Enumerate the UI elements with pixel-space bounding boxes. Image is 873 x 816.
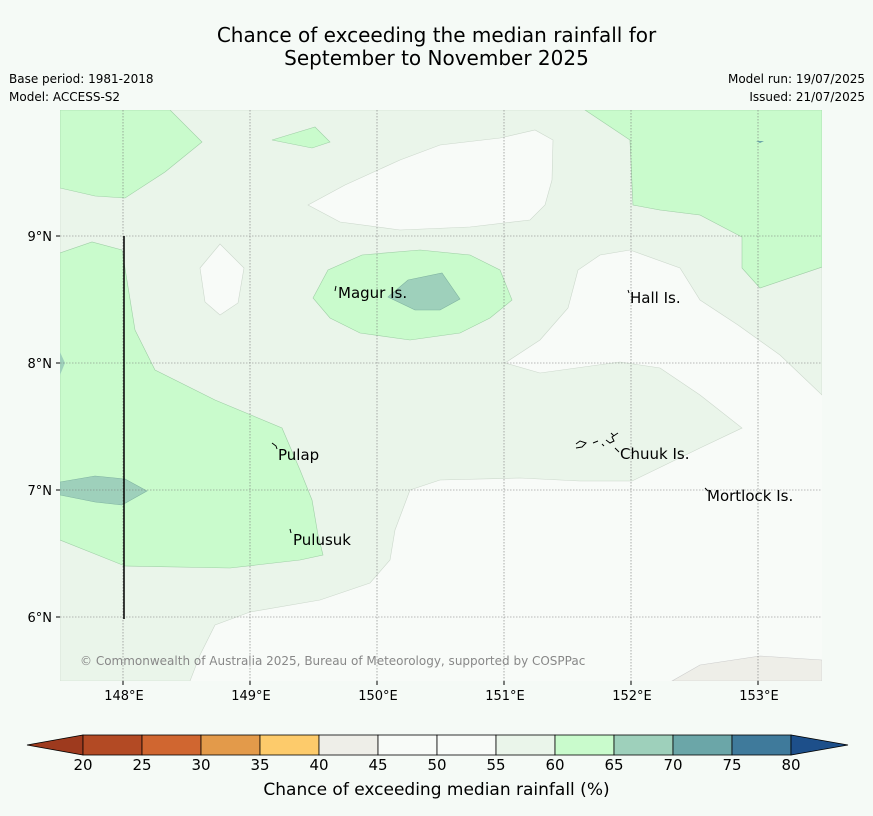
- colorbar-segment: [495, 734, 556, 756]
- region-50-55-north: [307, 129, 554, 231]
- y-tick-label: 7°N: [28, 484, 53, 499]
- hall-island-mark: [627, 289, 630, 294]
- island-markers: [271, 285, 709, 534]
- colorbar-tick-label: 80: [781, 756, 801, 774]
- issued-date: Issued: 21/07/2025: [749, 90, 865, 104]
- colorbar-segment: [554, 734, 615, 756]
- pulap-island-mark: [271, 442, 278, 450]
- label-pulusuk: Pulusuk: [293, 531, 351, 549]
- colorbar-tick-label: 30: [191, 756, 211, 774]
- colorbar-segment: [672, 734, 733, 756]
- region-50-55-small: [199, 243, 245, 316]
- magur-island-mark: [334, 285, 337, 292]
- region-60-65-northwest: [60, 110, 203, 199]
- colorbar-tick-label: 20: [73, 756, 93, 774]
- x-axis: 148°E 149°E 150°E 151°E 152°E 153°E: [104, 681, 779, 704]
- model-name: Model: ACCESS-S2: [9, 90, 121, 104]
- colorbar-segment: [200, 734, 261, 756]
- label-magur: Magur Is.: [338, 284, 407, 302]
- label-hall: Hall Is.: [630, 289, 681, 307]
- colorbar-tick-label: 60: [545, 756, 565, 774]
- metadata-right: Model run: 19/07/2025 Issued: 21/07/2025: [728, 70, 865, 106]
- colorbar-segment: [82, 734, 143, 756]
- y-tick-label: 6°N: [28, 611, 53, 626]
- colorbar-segment: [613, 734, 674, 756]
- colorbar-tick-label: 50: [427, 756, 447, 774]
- region-65-70-magur: [387, 272, 461, 311]
- copyright-notice: © Commonwealth of Australia 2025, Bureau…: [80, 654, 585, 668]
- colorbar-segment: [318, 734, 379, 756]
- map-area: Magur Is. Hall Is. Pulap Chuuk Is. Mortl…: [60, 110, 822, 681]
- colorbar-tick-label: 70: [663, 756, 683, 774]
- model-run: Model run: 19/07/2025: [727, 72, 865, 86]
- colorbar-segment: [141, 734, 202, 756]
- gridlines: [60, 110, 822, 681]
- x-tick-label: 148°E: [104, 689, 144, 704]
- colorbar-segment: [259, 734, 320, 756]
- x-tick-label: 153°E: [739, 689, 779, 704]
- colorbar: [26, 734, 849, 756]
- x-tick-label: 149°E: [231, 689, 271, 704]
- colorbar-tick-label: 35: [250, 756, 270, 774]
- region-65-70-edge: [60, 352, 65, 375]
- colorbar-under-arrow: [26, 734, 84, 756]
- colorbar-over-arrow: [790, 734, 849, 756]
- colorbar-tick-label: 75: [722, 756, 742, 774]
- colorbar-tick-label: 40: [309, 756, 329, 774]
- region-45-50: [671, 655, 822, 681]
- x-tick-label: 152°E: [612, 689, 652, 704]
- colorbar-tick-label: 65: [604, 756, 624, 774]
- colorbar-tick-label: 55: [486, 756, 506, 774]
- label-pulap: Pulap: [278, 446, 319, 464]
- y-tick-label: 9°N: [28, 230, 53, 245]
- metadata-left: Base period: 1981-2018 Model: ACCESS-S2: [9, 70, 154, 106]
- chuuk-island-marks: [575, 432, 620, 453]
- x-tick-label: 151°E: [485, 689, 525, 704]
- x-tick-label: 150°E: [358, 689, 398, 704]
- title-line-2: September to November 2025: [284, 46, 589, 70]
- region-60-65-northeast: [584, 110, 822, 289]
- y-axis: 9°N 8°N 7°N 6°N: [28, 230, 60, 626]
- region-60-65-small: [271, 126, 331, 149]
- colorbar-segment: [731, 734, 792, 756]
- y-tick-label: 8°N: [28, 357, 53, 372]
- colorbar-label: Chance of exceeding median rainfall (%): [263, 780, 610, 800]
- colorbar-segment: [436, 734, 497, 756]
- title-line-1: Chance of exceeding the median rainfall …: [216, 23, 657, 47]
- mortlock-island-mark: [704, 487, 709, 492]
- place-labels: Magur Is. Hall Is. Pulap Chuuk Is. Mortl…: [278, 284, 793, 549]
- pulusuk-island-mark: [289, 528, 292, 534]
- colorbar-segment: [377, 734, 438, 756]
- label-chuuk: Chuuk Is.: [620, 445, 689, 463]
- base-period: Base period: 1981-2018: [9, 72, 154, 86]
- colorbar-tick-label: 45: [368, 756, 388, 774]
- label-mortlock: Mortlock Is.: [707, 487, 793, 505]
- region-65-70-west: [60, 475, 148, 506]
- colorbar-tick-label: 25: [132, 756, 152, 774]
